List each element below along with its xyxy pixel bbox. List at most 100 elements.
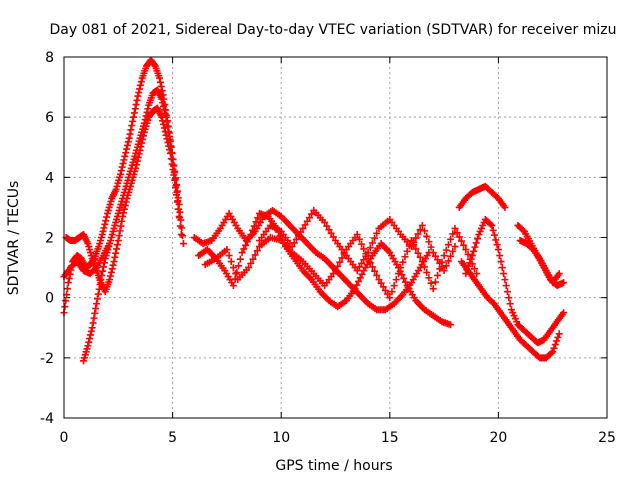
data-point: [356, 274, 364, 282]
data-point: [470, 247, 478, 255]
series-arc-h: [255, 206, 459, 275]
data-point: [401, 278, 409, 286]
data-point: [366, 244, 374, 252]
data-point: [451, 224, 459, 232]
data-point: [117, 167, 125, 175]
data-point: [394, 270, 402, 278]
data-point: [108, 265, 116, 273]
data-point: [355, 263, 363, 271]
data-point: [133, 157, 141, 165]
data-point: [440, 267, 448, 275]
x-axis-label: GPS time / hours: [275, 458, 392, 474]
data-point: [555, 270, 563, 278]
data-point: [444, 241, 452, 249]
y-tick-label: 2: [45, 231, 54, 247]
data-point: [502, 282, 510, 290]
data-point: [113, 245, 121, 253]
data-point: [447, 321, 455, 329]
data-point: [457, 237, 465, 245]
data-point: [390, 282, 398, 290]
data-point: [133, 161, 141, 169]
data-point: [235, 262, 243, 270]
data-point: [159, 117, 167, 125]
data-point: [487, 220, 495, 228]
data-point: [295, 232, 303, 240]
data-point: [161, 128, 169, 136]
data-point: [179, 240, 187, 248]
data-point: [173, 191, 181, 199]
data-point: [119, 212, 127, 220]
data-point: [401, 253, 409, 261]
data-point: [472, 239, 480, 247]
data-point: [392, 276, 400, 284]
data-point: [162, 131, 170, 139]
data-point: [360, 256, 368, 264]
data-point: [400, 274, 408, 282]
data-point: [64, 279, 72, 287]
data-point: [175, 212, 183, 220]
data-point: [84, 342, 92, 350]
data-point: [94, 290, 102, 298]
data-point: [455, 233, 463, 241]
data-point: [334, 262, 342, 270]
x-tick-label: 15: [381, 430, 399, 446]
data-point: [121, 152, 129, 160]
data-point: [442, 262, 450, 270]
data-point: [498, 264, 506, 272]
data-point: [159, 99, 167, 107]
series-arc-l: [514, 221, 568, 290]
data-point: [368, 263, 376, 271]
data-point: [99, 227, 107, 235]
data-point: [114, 237, 122, 245]
data-point: [474, 235, 482, 243]
data-point: [134, 153, 142, 161]
data-point: [144, 105, 152, 113]
data-point: [225, 252, 233, 260]
data-point: [160, 106, 168, 114]
data-point: [368, 239, 376, 247]
data-point: [425, 274, 433, 282]
data-point: [427, 279, 435, 287]
data-point: [247, 230, 255, 238]
data-point: [158, 113, 166, 121]
data-point: [453, 229, 461, 237]
data-point: [132, 164, 140, 172]
data-point: [471, 243, 479, 251]
data-point: [388, 288, 396, 296]
data-point: [247, 259, 255, 267]
data-point: [127, 126, 135, 134]
data-point: [416, 253, 424, 261]
data-point: [338, 254, 346, 262]
data-point: [418, 221, 426, 229]
data-point: [427, 243, 435, 251]
data-point: [462, 246, 470, 254]
plot-frame: [63, 56, 608, 419]
data-point: [377, 279, 385, 287]
data-point: [551, 341, 559, 349]
x-axis-ticks: 0 5 10 15 20 25: [60, 57, 616, 446]
data-point: [89, 319, 97, 327]
data-point: [137, 143, 145, 151]
data-point: [429, 249, 437, 257]
data-point: [360, 245, 368, 253]
data-point: [136, 146, 144, 154]
data-point: [355, 235, 363, 243]
data-point: [129, 117, 137, 125]
data-point: [449, 230, 457, 238]
data-point: [115, 232, 123, 240]
data-point: [116, 170, 124, 178]
data-point: [560, 309, 568, 317]
data-point: [505, 294, 513, 302]
data-point: [468, 252, 476, 260]
data-point: [123, 145, 131, 153]
data-point: [160, 124, 168, 132]
series-arc-g: [201, 224, 481, 302]
data-point: [555, 330, 563, 338]
data-point: [492, 236, 500, 244]
data-point: [463, 266, 471, 274]
data-point: [177, 230, 185, 238]
data-point: [489, 226, 497, 234]
data-point: [139, 132, 147, 140]
data-point: [364, 249, 372, 257]
